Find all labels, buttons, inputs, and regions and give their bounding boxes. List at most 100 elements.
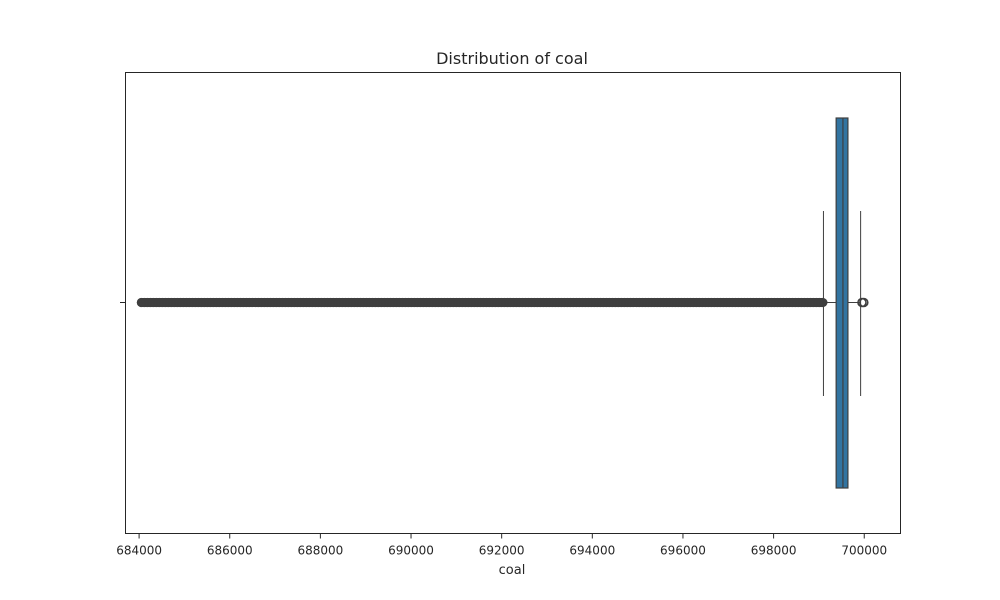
outlier-point [697,297,707,308]
outlier-point [319,297,329,308]
outlier-point [643,297,653,308]
outlier-point [544,297,554,308]
outlier-point [283,297,293,308]
x-tick-label: 688000 [297,544,343,558]
outlier-point [298,297,308,308]
outlier-point [160,297,170,308]
outlier-point [340,297,350,308]
outlier-point [412,297,422,308]
outlier-point [757,297,767,308]
outlier-point [760,297,770,308]
outlier-point [157,297,167,308]
outlier-point [637,297,647,308]
outlier-point [316,297,326,308]
outlier-point [457,297,467,308]
outlier-point [427,297,437,308]
outlier-point [181,297,191,308]
outlier-point [388,297,398,308]
outlier-point [190,297,200,308]
outlier-point [256,297,266,308]
outlier-point [505,297,515,308]
outlier-point [196,297,206,308]
outlier-point [352,297,362,308]
outlier-point [625,297,635,308]
outlier-point [667,297,677,308]
outlier-point [208,297,218,308]
outlier-point [445,297,455,308]
outlier-point [661,297,671,308]
outlier-point [724,297,734,308]
x-tick-label: 694000 [569,544,615,558]
outlier-point [571,297,581,308]
outlier-point [154,297,164,308]
outlier-point [301,297,311,308]
outlier-point [337,297,347,308]
outlier-point [706,297,716,308]
outlier-point [709,297,719,308]
outlier-point [394,297,404,308]
outlier-point [178,297,188,308]
outlier-point [358,297,368,308]
outlier-point [289,297,299,308]
outlier-point [763,297,773,308]
outlier-point [655,297,665,308]
outlier-point [466,297,476,308]
outlier-point [595,297,605,308]
outlier-point [646,297,656,308]
outlier-point [262,297,272,308]
outlier-point [808,297,818,308]
outlier-point [568,297,578,308]
outlier-point [439,297,449,308]
outlier-point [784,297,794,308]
outlier-point [277,297,287,308]
outlier-point [448,297,458,308]
x-tick-label: 684000 [116,544,162,558]
outlier-point [778,297,788,308]
x-tick-label: 690000 [388,544,434,558]
outlier-point [811,297,821,308]
outlier-point [409,297,419,308]
outlier-point [187,297,197,308]
outlier-point [781,297,791,308]
outlier-point [442,297,452,308]
outlier-point [193,297,203,308]
outlier-point [145,297,155,308]
outlier-point [574,297,584,308]
outlier-point [772,297,782,308]
outlier-point [754,297,764,308]
outlier-point [583,297,593,308]
outlier-point [610,297,620,308]
outlier-point [634,297,644,308]
x-axis-ticks: 684000 686000 688000 690000 692000 694000 6960… [116,533,887,558]
outlier-point [346,297,356,308]
outlier-point [517,297,527,308]
x-tick-label: 700000 [841,544,887,558]
outlier-point [229,297,239,308]
outlier-point [733,297,743,308]
outlier-point [511,297,521,308]
outlier-point [454,297,464,308]
outlier-point [424,297,434,308]
outlier-point [745,297,755,308]
outlier-point [367,297,377,308]
outlier-point [805,297,815,308]
outlier-point [322,297,332,308]
outlier-point [325,297,335,308]
outlier-point [385,297,395,308]
outlier-point [220,297,230,308]
x-tick-label: 698000 [751,544,797,558]
box-plot-marks [136,117,869,489]
outlier-point [259,297,269,308]
outlier-point [265,297,275,308]
outlier-point [163,297,173,308]
outlier-point [691,297,701,308]
outlier-point [793,297,803,308]
outlier-point [274,297,284,308]
outlier-point [670,297,680,308]
outlier-point [364,297,374,308]
outlier-point [415,297,425,308]
outlier-point [565,297,575,308]
outlier-point [619,297,629,308]
outlier-point [376,297,386,308]
outlier-point [430,297,440,308]
